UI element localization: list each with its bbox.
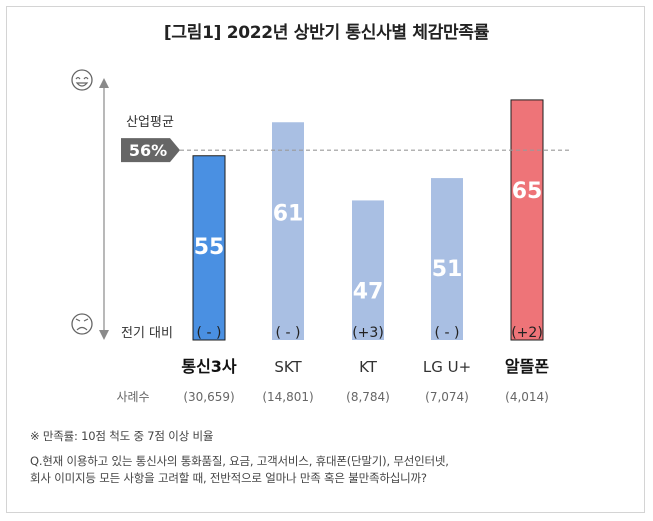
sample-count-2: (8,784) xyxy=(346,390,390,404)
change-label-3: ( - ) xyxy=(435,325,460,341)
bar-0 xyxy=(192,155,226,341)
sample-count-0: (30,659) xyxy=(183,390,234,404)
bar-value-label-2: 47 xyxy=(353,279,384,304)
frowning-face-mouth xyxy=(76,326,88,331)
change-label-1: ( - ) xyxy=(276,325,301,341)
reference-value-text: 56% xyxy=(129,141,167,160)
sample-count-4: (4,014) xyxy=(505,390,549,404)
bar-value-label-1: 61 xyxy=(273,201,304,226)
sample-count-1: (14,801) xyxy=(262,390,313,404)
change-label-2: (+3) xyxy=(352,325,384,341)
change-label-4: (+2) xyxy=(511,325,543,341)
bar-value-label-3: 51 xyxy=(432,257,463,282)
bar-4 xyxy=(510,99,544,341)
change-row-label: 전기 대비 xyxy=(121,326,173,341)
category-label-2: KT xyxy=(359,358,378,376)
frowning-face-eyes xyxy=(75,318,89,322)
smiling-face-eyes xyxy=(75,76,89,80)
frowning-face-icon xyxy=(71,313,93,335)
bar-3 xyxy=(431,178,463,340)
footnote-question-line-2: 회사 이미지등 모든 사항을 고려할 때, 전반적으로 얼마나 만족 혹은 불만… xyxy=(30,471,427,485)
axis-arrow-up xyxy=(99,78,109,88)
bar-value-label-0: 55 xyxy=(194,235,225,260)
bar-2 xyxy=(352,200,384,340)
chart-title: [그림1] 2022년 상반기 통신사별 체감만족률 xyxy=(163,23,490,43)
sample-row-label: 사례수 xyxy=(116,390,149,404)
footnote-definition: ※ 만족률: 10점 척도 중 7점 이상 비율 xyxy=(30,429,214,443)
category-label-1: SKT xyxy=(274,358,302,376)
smiling-face-mouth xyxy=(75,82,89,87)
axis-arrow-down xyxy=(99,330,109,340)
category-label-4: 알뜰폰 xyxy=(505,357,549,376)
bar-value-label-4: 65 xyxy=(512,179,543,204)
reference-value-tag xyxy=(121,138,180,163)
category-label-3: LG U+ xyxy=(423,358,471,376)
sample-count-3: (7,074) xyxy=(425,390,469,404)
smiling-face-icon xyxy=(71,69,93,91)
bar-1 xyxy=(272,122,304,340)
category-label-0: 통신3사 xyxy=(181,357,237,376)
reference-line-label: 산업평균 xyxy=(126,115,174,130)
change-label-0: ( - ) xyxy=(197,325,222,341)
footnote-question-line-1: Q.현재 이용하고 있는 통신사의 통화품질, 요금, 고객서비스, 휴대폰(단… xyxy=(30,454,449,468)
